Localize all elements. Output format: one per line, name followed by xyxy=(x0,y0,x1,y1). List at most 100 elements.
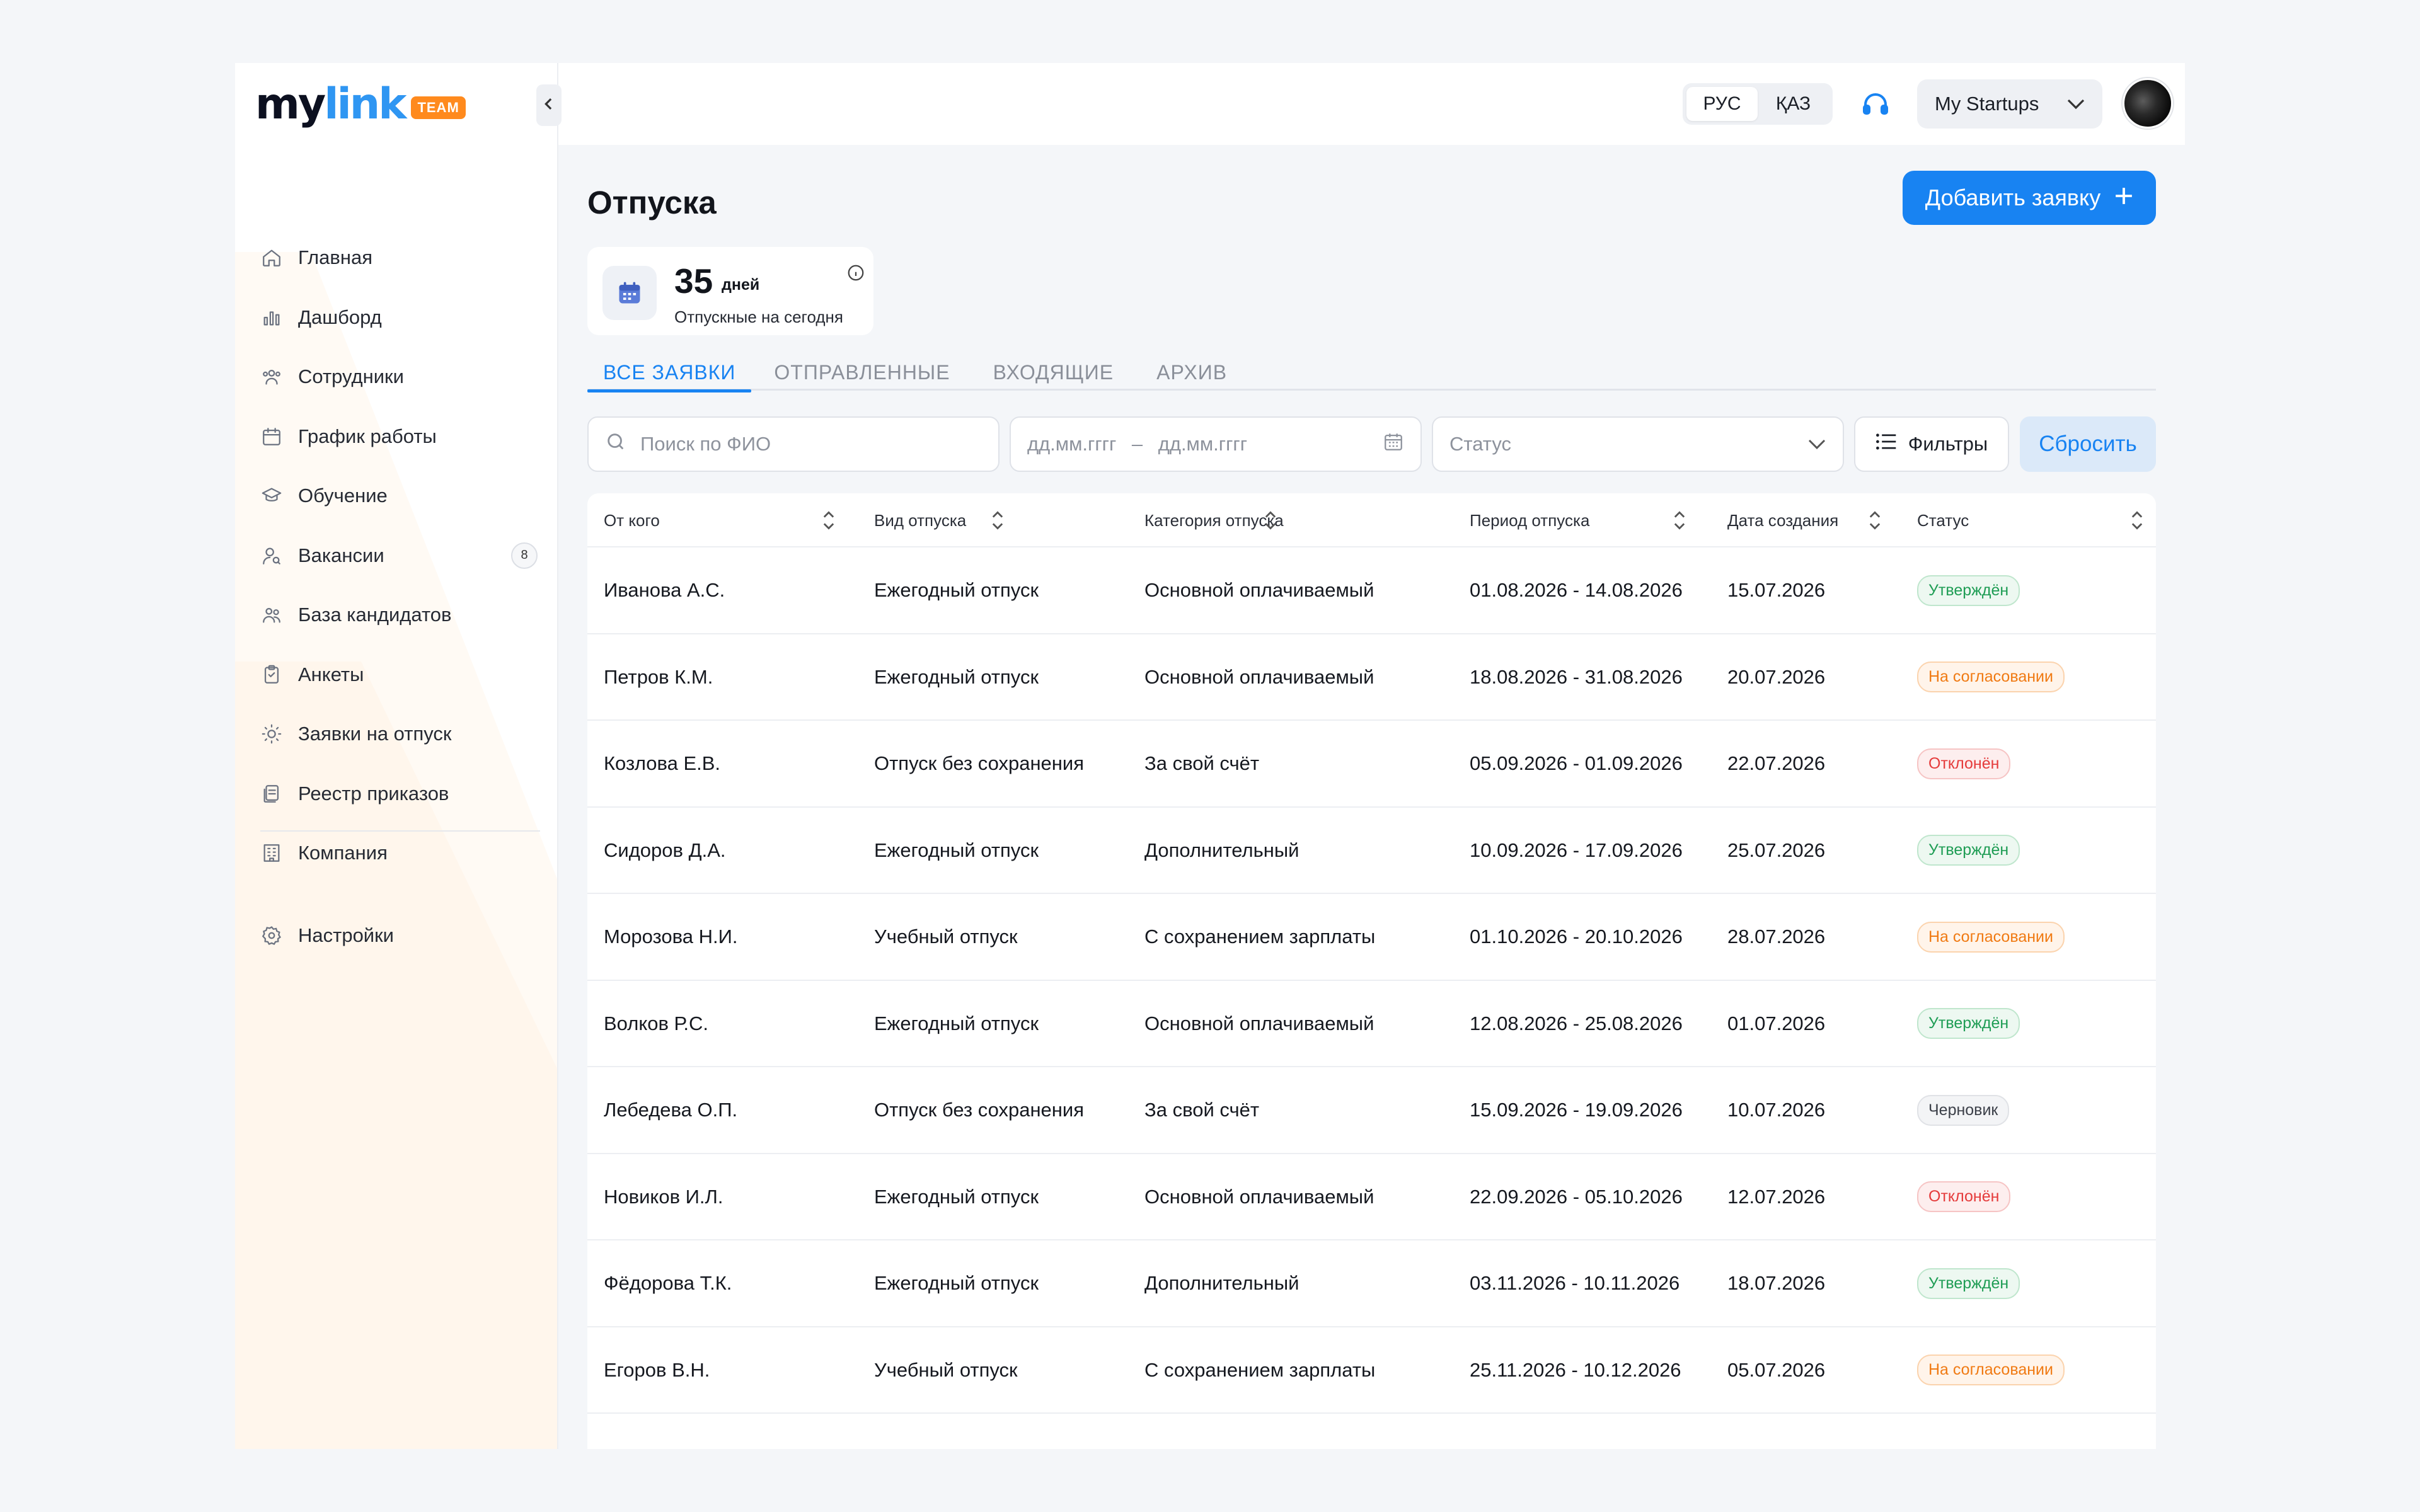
cell-period: 05.09.2026 - 01.09.2026 xyxy=(1470,752,1683,774)
sidebar-item-settings[interactable]: Настройки xyxy=(260,906,538,966)
stat-label: Отпускные на сегодня xyxy=(674,307,843,326)
search-icon xyxy=(605,431,626,457)
cell-period: 01.10.2026 - 20.10.2026 xyxy=(1470,925,1683,948)
tab-all-requests[interactable]: ВСЕ ЗАЯВКИ xyxy=(587,354,752,392)
sidebar-item-3[interactable]: Сотрудники xyxy=(260,347,538,407)
filters-button[interactable]: Фильтры xyxy=(1854,416,2009,472)
cell-category: С сохранением зарплаты xyxy=(1144,925,1376,948)
tab-sent[interactable]: ОТПРАВЛЕННЫЕ xyxy=(774,360,950,384)
cell-created: 01.07.2026 xyxy=(1727,1012,1826,1034)
sidebar-item-5[interactable]: Обучение xyxy=(260,466,538,526)
cell-created: 25.07.2026 xyxy=(1727,839,1826,861)
user-search-icon xyxy=(260,544,283,567)
table-row[interactable]: Морозова Н.И. Учебный отпуск С сохранением… xyxy=(587,894,2156,981)
cell-status: Отклонён xyxy=(1917,721,2011,806)
cell-type: Учебный отпуск xyxy=(874,925,1018,948)
table-row[interactable]: Козлова Е.В. Отпуск без сохранения За свой… xyxy=(587,721,2156,808)
date-separator: – xyxy=(1131,433,1143,455)
sidebar-item-10[interactable]: Реестр приказов xyxy=(260,764,538,824)
calendar-icon xyxy=(602,266,657,320)
sort-icon[interactable] xyxy=(1673,509,1686,535)
filters-bar: Поиск по ФИО дд.мм.гггг – дд.мм.гггг Ста… xyxy=(587,416,2156,472)
column-header-label: Дата создания xyxy=(1727,510,1839,530)
table-row[interactable]: Сидоров Д.А. Ежегодный отпуск Дополнительн… xyxy=(587,808,2156,894)
table-row[interactable]: Фёдорова Т.К. Ежегодный отпуск Дополнитель… xyxy=(587,1240,2156,1327)
sidebar-item-9[interactable]: Заявки на отпуск xyxy=(260,704,538,764)
column-header-type[interactable]: Вид отпуска xyxy=(874,493,966,547)
cell-status: На согласовании xyxy=(1917,1327,2065,1413)
column-header-from[interactable]: От кого xyxy=(604,493,660,547)
cell-created: 28.07.2026 xyxy=(1727,925,1826,948)
status-badge: Утверждён xyxy=(1917,835,2020,866)
sidebar-item-11[interactable]: Компания xyxy=(260,823,538,883)
cell-category: Дополнительный xyxy=(1144,1272,1299,1294)
sidebar-item-6[interactable]: Вакансии 8 xyxy=(260,526,538,586)
sidebar-item-8[interactable]: Анкеты xyxy=(260,645,538,705)
sidebar-settings-group: Настройки xyxy=(260,906,538,966)
stat-value: 35 xyxy=(674,261,713,301)
status-select[interactable]: Статус xyxy=(1432,416,1844,472)
cell-created: 15.07.2026 xyxy=(1727,579,1826,601)
tab-incoming[interactable]: ВХОДЯЩИЕ xyxy=(993,360,1114,384)
logo[interactable]: my link TEAM xyxy=(255,83,466,126)
cell-period: 10.09.2026 - 17.09.2026 xyxy=(1470,839,1683,861)
app-window: my link TEAM Главная Дашборд Сотрудники Гра… xyxy=(235,63,2185,1449)
headset-icon[interactable] xyxy=(1860,89,1891,120)
reset-button[interactable]: Сбросить xyxy=(2020,416,2156,472)
status-badge: Черновик xyxy=(1917,1094,2010,1126)
sort-icon[interactable] xyxy=(1868,509,1882,535)
plus-icon xyxy=(2114,185,2133,211)
tab-archive[interactable]: АРХИВ xyxy=(1156,360,1228,384)
cell-from: Фёдорова Т.К. xyxy=(604,1272,732,1294)
sidebar-nav: Главная Дашборд Сотрудники График работы Обу… xyxy=(260,228,538,883)
sidebar-item-1[interactable]: Главная xyxy=(260,228,538,288)
cell-category: Основной оплачиваемый xyxy=(1144,1185,1374,1208)
date-from-placeholder: дд.мм.гггг xyxy=(1027,433,1117,455)
table-row[interactable]: Егоров В.Н. Учебный отпуск С сохранением з… xyxy=(587,1327,2156,1414)
status-badge: Отклонён xyxy=(1917,748,2011,779)
cell-period: 12.08.2026 - 25.08.2026 xyxy=(1470,1012,1683,1034)
sort-icon[interactable] xyxy=(1264,509,1277,535)
column-header-period[interactable]: Период отпуска xyxy=(1470,493,1589,547)
sidebar-item-7[interactable]: База кандидатов xyxy=(260,585,538,645)
cell-from: Новиков И.Л. xyxy=(604,1185,723,1208)
table-row[interactable]: Новиков И.Л. Ежегодный отпуск Основной опл… xyxy=(587,1154,2156,1240)
cell-category: Основной оплачиваемый xyxy=(1144,1012,1374,1034)
sort-icon[interactable] xyxy=(2130,509,2144,535)
collapse-sidebar-button[interactable] xyxy=(536,84,562,126)
startup-select[interactable]: My Startups xyxy=(1917,79,2102,129)
table-row[interactable]: Петров К.М. Ежегодный отпуск Основной опла… xyxy=(587,634,2156,721)
stat-unit: дней xyxy=(722,276,760,294)
sidebar-item-label: Обучение xyxy=(298,484,388,507)
table-row[interactable]: Лебедева О.П. Отпуск без сохранения За сво… xyxy=(587,1067,2156,1154)
graduation-icon xyxy=(260,484,283,507)
logo-my: my xyxy=(255,79,326,129)
sidebar-item-4[interactable]: График работы xyxy=(260,407,538,467)
cell-type: Ежегодный отпуск xyxy=(874,1185,1039,1208)
column-header-created[interactable]: Дата создания xyxy=(1727,493,1838,547)
cell-type: Ежегодный отпуск xyxy=(874,1012,1039,1034)
column-header-label: Вид отпуска xyxy=(874,510,967,530)
table-row[interactable]: Иванова А.С. Ежегодный отпуск Основной опл… xyxy=(587,547,2156,634)
sort-icon[interactable] xyxy=(991,509,1005,535)
add-request-button[interactable]: Добавить заявку xyxy=(1903,171,2156,225)
cell-type: Отпуск без сохранения xyxy=(874,752,1085,774)
column-header-category[interactable]: Категория отпуска xyxy=(1144,493,1284,547)
cell-period: 25.11.2026 - 10.12.2026 xyxy=(1470,1358,1681,1381)
sidebar-item-label: Заявки на отпуск xyxy=(298,723,452,745)
date-range-input[interactable]: дд.мм.гггг – дд.мм.гггг xyxy=(1010,416,1422,472)
search-input[interactable]: Поиск по ФИО xyxy=(587,416,1000,472)
info-icon[interactable] xyxy=(846,263,865,282)
column-header-status[interactable]: Статус xyxy=(1917,493,1969,547)
cell-type: Учебный отпуск xyxy=(874,1358,1018,1381)
date-range-text: дд.мм.гггг – дд.мм.гггг xyxy=(1027,433,1247,455)
lang-option-rus[interactable]: РУС xyxy=(1686,87,1758,121)
sort-icon[interactable] xyxy=(822,509,836,535)
lang-option-kaz[interactable]: ҚАЗ xyxy=(1775,93,1811,114)
cell-period: 01.08.2026 - 14.08.2026 xyxy=(1470,579,1683,601)
table-row[interactable]: Волков Р.С. Ежегодный отпуск Основной опла… xyxy=(587,981,2156,1067)
sidebar-item-2[interactable]: Дашборд xyxy=(260,288,538,348)
cell-category: За свой счёт xyxy=(1144,752,1260,774)
cell-created: 20.07.2026 xyxy=(1727,665,1826,688)
avatar[interactable] xyxy=(2123,78,2173,129)
